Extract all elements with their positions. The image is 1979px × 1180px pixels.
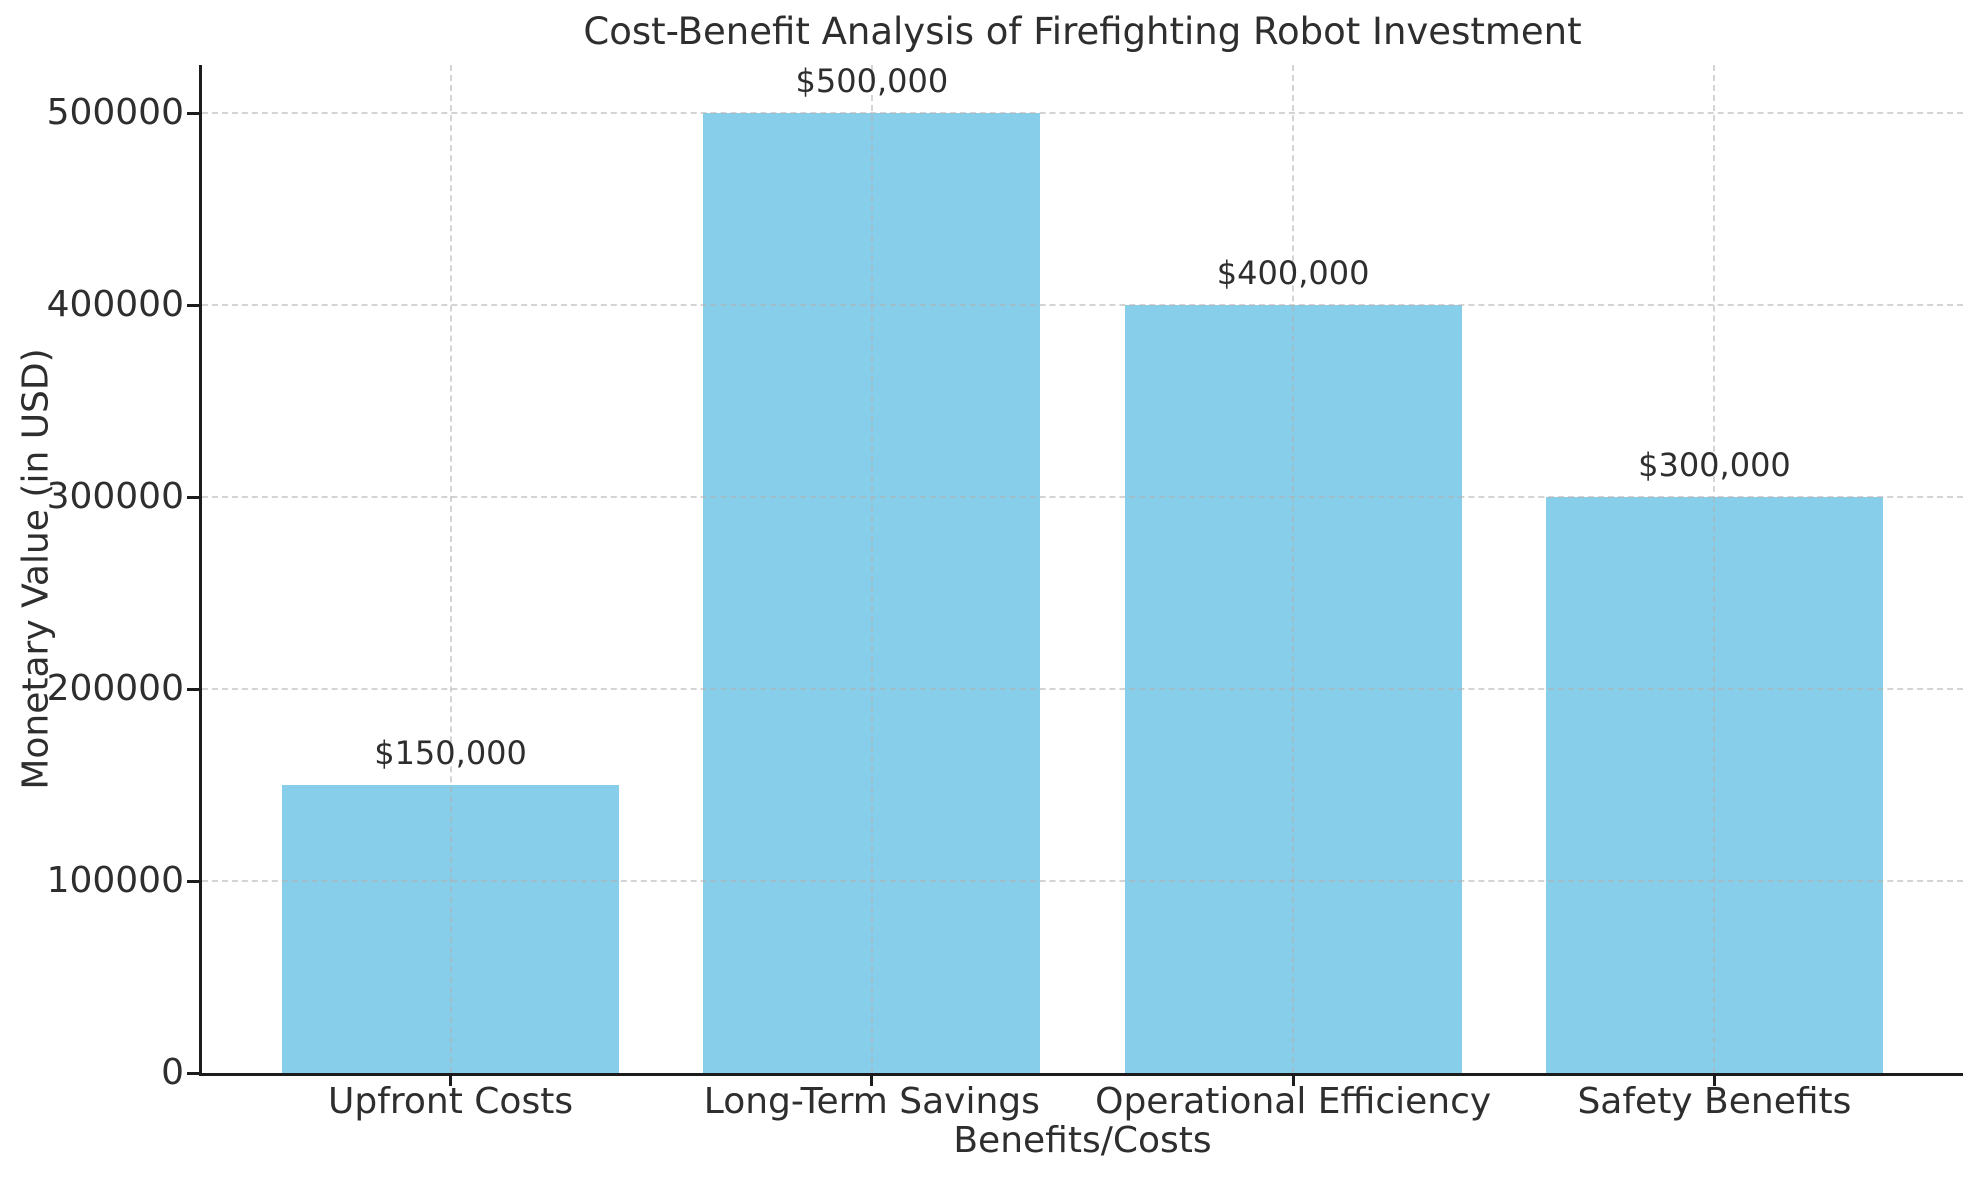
y-tick-label: 0: [161, 1052, 184, 1093]
v-gridline: [870, 65, 873, 1073]
bar-value-label: $500,000: [795, 62, 949, 100]
x-tick-label: Long-Term Savings: [703, 1081, 1040, 1122]
y-tick: [187, 495, 200, 499]
y-axis-spine: [199, 65, 202, 1076]
h-gridline: [202, 304, 1963, 306]
y-tick-label: 200000: [46, 668, 184, 709]
y-tick: [187, 303, 200, 307]
h-gridline: [202, 112, 1963, 114]
x-tick-label: Upfront Costs: [328, 1081, 574, 1122]
bar-value-label: $400,000: [1216, 254, 1370, 292]
y-tick-label: 300000: [46, 476, 184, 517]
x-tick-label: Safety Benefits: [1577, 1081, 1852, 1122]
x-axis-spine: [199, 1073, 1963, 1076]
y-tick: [187, 1071, 200, 1075]
y-tick-label: 500000: [46, 92, 184, 133]
y-tick: [187, 687, 200, 691]
v-gridline: [1713, 65, 1716, 1073]
v-gridline: [449, 65, 452, 1073]
chart-title: Cost-Benefit Analysis of Firefighting Ro…: [583, 10, 1582, 53]
plot-area: $150,000 $500,000 $400,000 $300,000: [202, 65, 1963, 1073]
y-tick: [187, 879, 200, 883]
y-tick-label: 100000: [46, 860, 184, 901]
v-gridline: [1292, 65, 1295, 1073]
h-gridline: [202, 496, 1963, 498]
bar-value-label: $150,000: [374, 734, 527, 772]
h-gridline: [202, 880, 1963, 882]
x-tick: [1291, 1074, 1295, 1086]
y-tick: [187, 111, 200, 115]
x-axis-label: Benefits/Costs: [953, 1120, 1212, 1161]
x-tick: [449, 1074, 453, 1086]
bar-value-label: $300,000: [1638, 446, 1791, 484]
h-gridline: [202, 688, 1963, 690]
x-tick: [870, 1074, 874, 1086]
y-tick-label: 400000: [46, 284, 184, 325]
y-axis-label: Monetary Value (in USD): [15, 348, 57, 790]
x-tick-label: Operational Efficiency: [1095, 1081, 1492, 1122]
x-tick: [1712, 1074, 1716, 1086]
